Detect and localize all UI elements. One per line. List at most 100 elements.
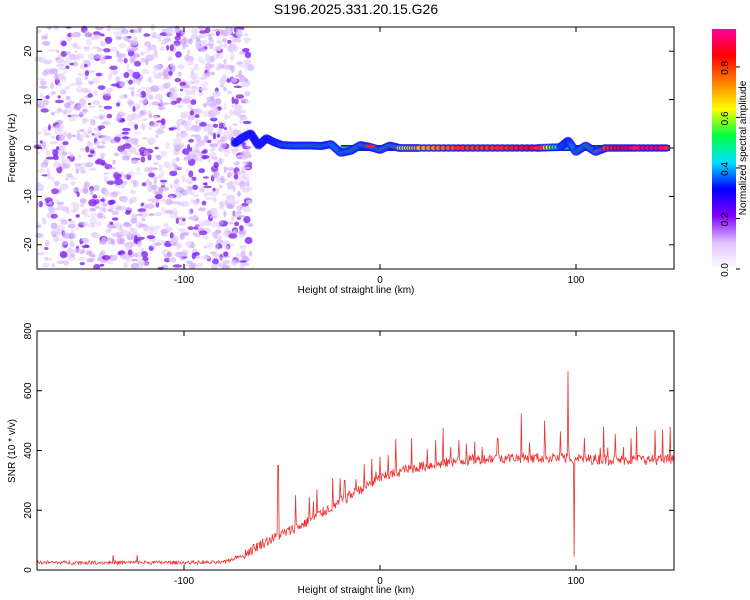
noise-speckle: [77, 256, 87, 261]
noise-speckle: [164, 209, 174, 214]
noise-speckle: [172, 242, 177, 247]
noise-speckle: [179, 88, 184, 92]
noise-speckle: [223, 59, 227, 64]
noise-speckle: [132, 180, 139, 188]
noise-speckle: [79, 162, 87, 170]
noise-speckle: [93, 116, 99, 119]
noise-speckle: [128, 69, 134, 74]
colorbar-tick-label: 0.8: [720, 60, 731, 74]
noise-speckle: [175, 217, 179, 224]
noise-speckle: [72, 204, 80, 212]
noise-speckle: [85, 38, 92, 46]
noise-speckle: [68, 83, 76, 87]
noise-speckle: [160, 150, 168, 158]
noise-speckle: [103, 42, 107, 46]
noise-speckle: [51, 176, 55, 183]
noise-speckle: [228, 233, 238, 239]
noise-speckle: [59, 251, 68, 259]
noise-speckle: [192, 184, 199, 190]
noise-speckle: [76, 129, 80, 136]
noise-speckle: [219, 256, 223, 262]
noise-speckle: [136, 81, 142, 86]
noise-speckle: [236, 61, 243, 65]
noise-speckle: [46, 168, 50, 175]
noise-speckle: [40, 101, 47, 108]
signal-track: [230, 129, 671, 157]
noise-speckle: [94, 205, 100, 210]
noise-speckle: [88, 250, 93, 258]
noise-speckle: [44, 239, 50, 247]
noise-speckle: [147, 166, 154, 171]
noise-speckle: [38, 85, 48, 89]
noise-speckle: [153, 242, 162, 246]
noise-speckle: [182, 218, 186, 222]
noise-speckle: [210, 207, 218, 214]
noise-speckle: [223, 165, 227, 174]
y-tick-label: -10: [23, 189, 34, 204]
noise-speckle: [187, 102, 193, 110]
noise-speckle: [50, 222, 58, 230]
noise-speckle: [135, 213, 143, 217]
noise-speckle: [215, 30, 220, 37]
noise-speckle: [238, 230, 245, 235]
noise-speckle: [52, 234, 57, 238]
noise-speckle: [120, 82, 124, 87]
noise-speckle: [128, 79, 133, 85]
noise-speckle: [207, 69, 211, 76]
noise-speckle: [93, 184, 100, 192]
noise-speckle: [103, 172, 109, 176]
noise-speckle: [124, 242, 131, 249]
noise-speckle: [163, 240, 173, 248]
noise-speckle: [198, 207, 206, 212]
noise-speckle: [82, 118, 89, 122]
noise-speckle: [156, 127, 164, 132]
noise-speckle: [141, 218, 146, 222]
noise-speckle: [201, 39, 208, 46]
noise-speckle: [60, 89, 67, 95]
noise-speckle: [223, 251, 229, 257]
noise-speckle: [66, 173, 70, 180]
noise-speckle: [153, 177, 158, 185]
noise-speckle: [116, 173, 122, 179]
noise-speckle: [245, 199, 254, 205]
noise-speckle: [194, 114, 200, 118]
noise-speckle: [84, 63, 88, 68]
noise-speckle: [197, 139, 206, 147]
noise-speckle: [154, 193, 163, 200]
noise-speckle: [219, 143, 227, 149]
noise-speckle: [51, 188, 59, 195]
noise-speckle: [133, 152, 142, 156]
noise-speckle: [174, 188, 178, 195]
noise-speckle: [151, 71, 157, 74]
noise-speckle: [223, 211, 227, 218]
noise-speckle: [188, 147, 193, 152]
noise-speckle: [102, 203, 108, 207]
noise-speckle: [243, 255, 249, 261]
noise-speckle: [106, 261, 114, 265]
noise-speckle: [149, 228, 158, 236]
noise-speckle: [153, 73, 161, 79]
noise-speckle: [214, 247, 223, 251]
noise-speckle: [47, 124, 52, 131]
noise-speckle: [191, 85, 199, 93]
noise-speckle: [150, 184, 158, 190]
noise-speckle: [231, 216, 235, 220]
noise-speckle: [142, 137, 148, 140]
noise-speckle: [191, 252, 197, 260]
noise-speckle: [238, 260, 247, 263]
noise-speckle: [206, 59, 211, 67]
noise-speckle: [76, 81, 83, 86]
noise-speckle: [94, 54, 98, 60]
noise-speckle: [133, 180, 137, 187]
noise-speckle: [136, 113, 142, 119]
noise-speckle: [230, 65, 236, 73]
noise-speckle: [197, 25, 205, 31]
noise-speckle: [237, 190, 241, 197]
noise-speckle: [70, 32, 78, 38]
noise-speckle: [151, 243, 157, 248]
noise-speckle: [211, 263, 217, 270]
noise-speckle: [59, 109, 69, 114]
noise-speckle: [57, 67, 65, 71]
noise-speckle: [135, 167, 142, 172]
noise-speckle: [60, 243, 64, 249]
